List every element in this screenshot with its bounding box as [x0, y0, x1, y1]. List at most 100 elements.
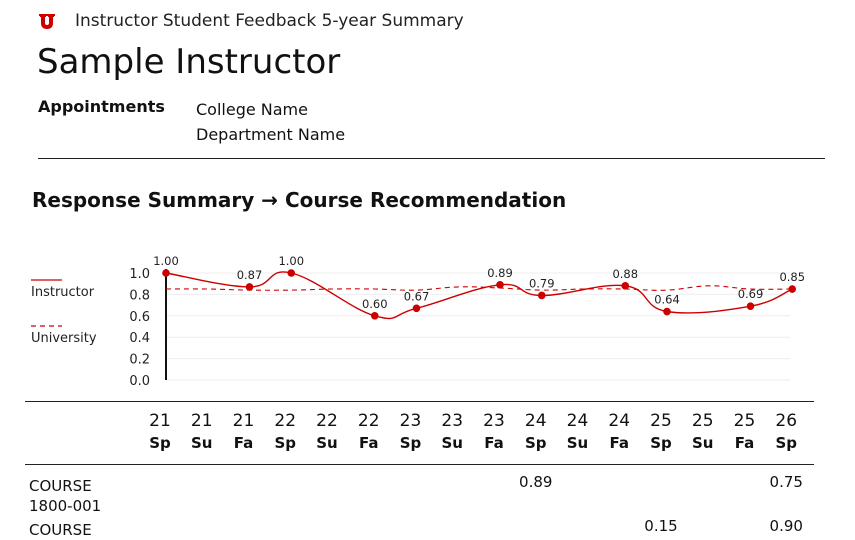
course-name: COURSE 1800-001: [29, 476, 101, 516]
term-semester: Su: [316, 434, 338, 452]
course-value: 0.89: [519, 473, 553, 491]
data-point: [370, 312, 379, 320]
course-name-line: COURSE: [29, 477, 92, 495]
term-year: 25: [691, 411, 714, 431]
data-point: [746, 302, 755, 310]
term-label: 23 Fa: [474, 410, 514, 454]
term-semester: Su: [191, 434, 213, 452]
term-year: 24: [566, 411, 589, 431]
term-year: 22: [316, 411, 338, 431]
term-label: 25 Sp: [641, 410, 681, 454]
data-point: [663, 307, 671, 316]
term-label: 22 Su: [307, 410, 347, 454]
term-year: 24: [524, 411, 547, 431]
y-tick-label: 0.0: [129, 374, 150, 389]
data-label: 1.00: [153, 254, 179, 268]
term-semester: Sp: [149, 434, 171, 452]
series-line-university: [165, 285, 793, 291]
y-tick-label: 0.8: [129, 288, 150, 303]
term-semester: Su: [566, 434, 589, 452]
term-semester: Sp: [274, 434, 297, 452]
course-section: 1800-001: [29, 497, 102, 515]
term-year: 21: [232, 411, 255, 431]
legend-label-university: University: [31, 331, 97, 346]
data-label: 1.00: [278, 254, 304, 268]
course-value: 0.15: [644, 517, 678, 535]
term-year: 25: [650, 411, 672, 431]
term-label: 24 Su: [558, 410, 598, 454]
term-label: 22 Sp: [265, 410, 305, 454]
term-year: 22: [357, 411, 380, 431]
term-label: 21 Sp: [140, 410, 180, 454]
report-title: Instructor Student Feedback 5-year Summa…: [75, 11, 464, 31]
y-tick-label: 1.0: [129, 267, 150, 282]
term-label: 23 Sp: [391, 410, 431, 454]
term-semester: Sp: [524, 434, 547, 452]
course-value: 0.75: [769, 473, 803, 491]
data-label: 0.64: [654, 293, 680, 307]
data-point: [245, 283, 254, 291]
term-semester: Fa: [734, 434, 755, 452]
appointments-list: College Name Department Name: [196, 97, 345, 147]
term-semester: Fa: [609, 434, 630, 452]
data-point: [496, 280, 504, 289]
term-label: 21 Fa: [224, 410, 264, 454]
course-value: 0.90: [769, 517, 803, 535]
data-point: [287, 269, 296, 277]
appointments-label: Appointments: [38, 97, 165, 116]
legend-label-instructor: Instructor: [31, 285, 95, 300]
term-semester: Fa: [233, 434, 254, 452]
data-label: 0.69: [738, 287, 764, 301]
term-year: 23: [399, 411, 422, 431]
data-label: 0.87: [237, 268, 263, 282]
axis-divider: [25, 401, 814, 402]
data-point: [412, 304, 421, 313]
y-tick-label: 0.4: [129, 331, 150, 346]
section-title: Response Summary → Course Recommendation: [32, 188, 567, 212]
response-chart: 1.0 0.8 0.6 0.4 0.2 0.0 Instructor University 1.…: [31, 254, 805, 389]
term-semester: Sp: [775, 434, 798, 452]
data-point: [621, 282, 630, 290]
term-year: 21: [149, 411, 171, 431]
data-point: [537, 291, 546, 300]
header-divider: [38, 158, 825, 159]
term-semester: Fa: [359, 434, 379, 452]
data-label: 0.79: [529, 276, 555, 290]
term-semester: Su: [441, 434, 463, 452]
term-label: 22 Fa: [349, 410, 389, 454]
term-label: 24 Sp: [516, 410, 556, 454]
data-label: 0.85: [779, 270, 805, 284]
table-divider: [25, 464, 814, 465]
term-label: 24 Fa: [599, 410, 639, 454]
instructor-name: Sample Instructor: [37, 42, 341, 82]
data-label: 0.67: [404, 289, 430, 303]
term-label: 21 Su: [182, 410, 222, 454]
term-year: 21: [190, 411, 213, 431]
university-logo-icon: [39, 14, 55, 29]
appointment-department: Department Name: [196, 125, 346, 144]
course-name: COURSE: [29, 520, 92, 540]
appointment-college: College Name: [196, 100, 308, 119]
term-semester: Su: [692, 434, 714, 452]
term-year: 23: [483, 411, 505, 431]
y-tick-label: 0.6: [129, 310, 150, 325]
term-year: 25: [733, 411, 756, 431]
term-year: 23: [441, 411, 464, 431]
term-label: 26 Sp: [766, 410, 806, 454]
data-label: 0.88: [612, 267, 638, 281]
term-semester: Sp: [399, 434, 422, 452]
term-semester: Fa: [484, 434, 504, 452]
term-year: 26: [775, 411, 798, 431]
term-label: 25 Su: [683, 410, 723, 454]
data-label: 0.89: [487, 266, 513, 280]
y-tick-label: 0.2: [129, 353, 150, 368]
term-semester: Sp: [650, 434, 672, 452]
course-name-line: COURSE: [29, 521, 92, 539]
term-year: 22: [274, 411, 297, 431]
term-label: 23 Su: [432, 410, 472, 454]
term-label: 25 Fa: [725, 410, 765, 454]
data-label: 0.60: [362, 297, 388, 311]
data-point: [788, 285, 797, 293]
data-point: [162, 269, 170, 277]
term-year: 24: [608, 411, 631, 431]
